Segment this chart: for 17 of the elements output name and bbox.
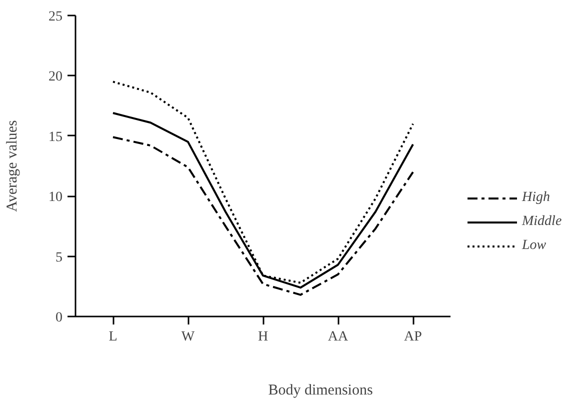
y-tick-label: 5 — [56, 250, 62, 266]
legend-label: Middle — [522, 214, 562, 230]
x-axis-title: Body dimensions — [268, 382, 373, 398]
x-tick-label: AA — [328, 330, 349, 344]
legend-label: High — [522, 190, 550, 206]
x-tick-label: L — [108, 330, 118, 344]
x-tick-label: W — [181, 330, 196, 344]
legend-label: Low — [522, 238, 546, 254]
x-tick-label: AP — [404, 330, 422, 344]
line-series — [112, 136, 414, 296]
y-tick-label: 15 — [48, 130, 62, 145]
y-tick-label: 25 — [48, 10, 62, 24]
y-tick-label: 0 — [56, 310, 62, 326]
x-tick-label: H — [258, 330, 268, 344]
y-tick-label: 10 — [48, 190, 62, 206]
y-tick-label: 20 — [48, 70, 62, 85]
y-axis-title: Average values — [4, 120, 20, 212]
